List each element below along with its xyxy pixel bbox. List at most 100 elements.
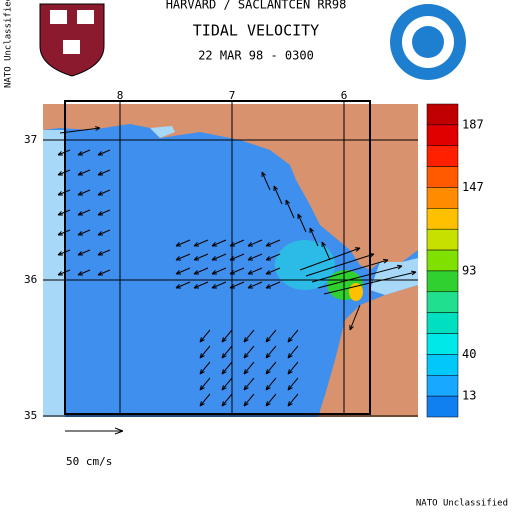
arrow [77, 169, 91, 176]
arrow [59, 126, 101, 134]
arrow [77, 209, 91, 216]
harvard-logo [39, 3, 105, 77]
arrow [265, 393, 277, 407]
arrow [287, 377, 299, 391]
arrow [193, 253, 209, 261]
colorbar-cell [426, 187, 459, 209]
arrow [221, 329, 233, 343]
arrow [57, 229, 71, 236]
scale-label: 50 cm/s [66, 455, 112, 468]
arrow [221, 345, 233, 359]
arrow [97, 209, 111, 216]
arrow [57, 249, 71, 256]
arrow [243, 393, 255, 407]
colorbar-label: 40 [462, 347, 476, 361]
arrow [211, 239, 227, 247]
arrow [323, 270, 417, 295]
colorbar-cell [426, 270, 459, 293]
arrow [221, 393, 233, 407]
arrow [77, 149, 91, 156]
title: TIDAL VELOCITY [193, 22, 319, 40]
arrow [265, 361, 277, 375]
arrow [287, 393, 299, 407]
arrow [77, 189, 91, 196]
arrow [199, 361, 211, 375]
colorbar-cell [426, 375, 459, 397]
arrow [193, 267, 209, 275]
arrow [247, 253, 263, 261]
colorbar-label: 147 [462, 180, 484, 194]
arrow [77, 249, 91, 256]
arrow [193, 281, 209, 289]
arrow [221, 377, 233, 391]
arrow [57, 169, 71, 176]
arrow [273, 185, 283, 205]
arrow [247, 281, 263, 289]
arrow [97, 269, 111, 276]
arrow [287, 345, 299, 359]
arrow [265, 329, 277, 343]
arrow [97, 149, 111, 156]
arrow [97, 189, 111, 196]
arrow [321, 241, 331, 261]
arrow [349, 304, 361, 331]
lat-label: 37 [24, 133, 37, 146]
arrow [57, 149, 71, 156]
arrow [265, 281, 281, 289]
colorbar-cell [426, 395, 459, 418]
arrow [211, 267, 227, 275]
arrow [247, 239, 263, 247]
colorbar-label: 13 [462, 389, 476, 403]
colorbar-cell [426, 312, 459, 334]
header-line: HARVARD / SACLANTCEN RR98 [166, 0, 347, 12]
colorbar-cell [426, 124, 459, 146]
arrow [265, 345, 277, 359]
colorbar-cell [426, 354, 459, 376]
arrow [265, 267, 281, 275]
arrow [297, 213, 307, 233]
lat-label: 36 [24, 273, 37, 286]
arrow [243, 361, 255, 375]
arrow [265, 377, 277, 391]
arrow [299, 247, 361, 271]
colorbar-label: 93 [462, 263, 476, 277]
arrow [77, 269, 91, 276]
side-label: NATO Unclassified [4, 0, 14, 88]
footer: NATO Unclassified [416, 499, 508, 509]
arrow [247, 267, 263, 275]
arrow [221, 361, 233, 375]
colorbar-cell [426, 228, 459, 251]
arrow [199, 345, 211, 359]
map [43, 100, 418, 417]
arrow [287, 329, 299, 343]
arrow [309, 227, 319, 247]
colorbar-cell [426, 166, 459, 188]
arrow [57, 189, 71, 196]
colorbar-cell [426, 103, 459, 126]
arrow [317, 264, 403, 289]
colorbar-cell [426, 145, 459, 167]
arrow [287, 361, 299, 375]
nato-logo [390, 4, 466, 80]
arrow [305, 253, 375, 277]
arrow [175, 239, 191, 247]
date: 22 MAR 98 - 0300 [198, 49, 314, 63]
arrow [175, 281, 191, 289]
arrow [193, 239, 209, 247]
arrow [57, 209, 71, 216]
colorbar-cell [426, 208, 459, 230]
arrow [211, 253, 227, 261]
arrow [199, 393, 211, 407]
arrow [261, 171, 271, 191]
arrow [77, 229, 91, 236]
lon-label: 8 [117, 89, 124, 102]
colorbar-cell [426, 291, 459, 313]
colorbar-cell [426, 333, 459, 355]
lat-label: 35 [24, 409, 37, 422]
arrow [199, 377, 211, 391]
arrow [175, 253, 191, 261]
scale-arrow [65, 427, 124, 435]
velocity-arrows [57, 126, 417, 407]
arrow [285, 199, 295, 219]
